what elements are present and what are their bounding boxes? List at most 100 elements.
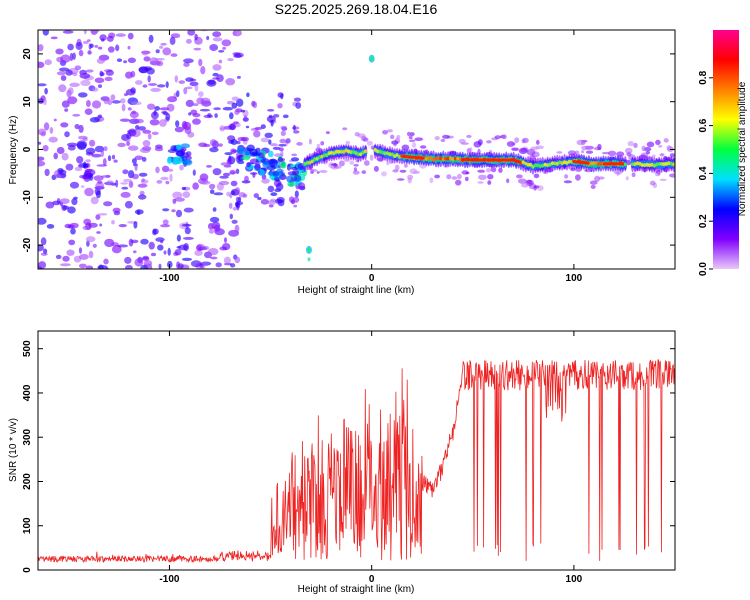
noise-blob xyxy=(209,147,219,153)
halo-blob xyxy=(354,132,360,137)
noise-blob xyxy=(150,87,162,92)
noise-blob xyxy=(216,74,224,82)
ridge-band xyxy=(378,149,382,154)
y-tick-label: 500 xyxy=(22,340,33,357)
signal-blob xyxy=(277,157,284,162)
halo-blob xyxy=(455,179,462,186)
noise-blob xyxy=(223,165,232,168)
noise-blob xyxy=(65,163,74,171)
noise-blob xyxy=(234,256,241,264)
noise-blob xyxy=(177,263,184,269)
noise-blob xyxy=(112,207,121,213)
ridge-band xyxy=(390,152,394,157)
noise-blob xyxy=(296,142,303,146)
noise-blob xyxy=(266,115,276,123)
signal-blob xyxy=(274,177,280,182)
isolated-feature xyxy=(307,257,311,262)
noise-blob xyxy=(275,183,284,191)
noise-blob xyxy=(226,158,232,166)
noise-blob xyxy=(38,83,47,87)
noise-blob xyxy=(50,36,58,40)
noise-blob xyxy=(121,186,129,190)
noise-blob xyxy=(198,58,203,67)
ridge-band xyxy=(359,152,363,157)
ridge-band xyxy=(550,161,555,166)
ridge-band xyxy=(337,149,341,154)
noise-blob xyxy=(56,146,65,155)
noise-blob xyxy=(133,250,137,254)
noise-blob xyxy=(131,173,139,180)
ridge-band xyxy=(456,156,460,161)
noise-blob xyxy=(92,243,97,248)
halo-blob xyxy=(486,140,492,144)
noise-blob xyxy=(161,165,170,173)
noise-blob xyxy=(155,237,165,242)
noise-blob xyxy=(234,187,241,195)
halo-blob xyxy=(369,154,374,161)
noise-blob xyxy=(169,36,176,45)
halo-blob xyxy=(434,136,440,141)
noise-blob xyxy=(124,256,132,264)
noise-blob xyxy=(254,126,263,130)
noise-blob xyxy=(165,81,169,88)
noise-blob xyxy=(282,114,289,119)
noise-blob xyxy=(183,58,194,64)
halo-blob xyxy=(408,135,413,140)
halo-blob xyxy=(411,142,417,148)
noise-blob xyxy=(229,213,233,220)
halo-blob xyxy=(477,169,486,173)
ridge-band xyxy=(315,156,319,161)
noise-blob xyxy=(103,258,109,265)
noise-blob xyxy=(295,102,302,109)
noise-blob xyxy=(53,118,57,122)
noise-blob xyxy=(162,208,170,212)
ridge-band xyxy=(526,162,530,167)
signal-blob xyxy=(292,169,300,176)
ridge-peak xyxy=(420,156,424,160)
noise-blob xyxy=(120,98,126,104)
noise-blob xyxy=(223,256,231,265)
noise-blob xyxy=(212,31,222,38)
spectrogram-y-axis-label: Frequency (Hz) xyxy=(8,116,19,185)
noise-blob xyxy=(93,175,104,182)
halo-blob xyxy=(349,160,355,165)
noise-blob xyxy=(154,106,160,111)
ridge-band xyxy=(555,161,559,166)
noise-blob xyxy=(215,262,222,268)
halo-blob xyxy=(643,147,652,152)
noise-blob xyxy=(192,182,199,190)
halo-blob xyxy=(626,152,632,157)
signal-blob xyxy=(268,158,278,167)
noise-blob xyxy=(97,84,103,88)
y-tick-label: 10 xyxy=(22,96,33,108)
noise-blob xyxy=(99,34,107,41)
halo-blob xyxy=(414,137,424,141)
noise-blob xyxy=(151,131,159,135)
ridge-band xyxy=(356,152,360,157)
x-tick-label: 0 xyxy=(369,273,375,284)
ridge-band xyxy=(332,151,336,156)
noise-blob xyxy=(72,72,78,77)
colorbar-tick-label: 0.8 xyxy=(698,70,709,84)
noise-blob xyxy=(56,198,61,204)
ridge-peak xyxy=(517,160,521,164)
noise-blob xyxy=(67,144,76,151)
noise-blob xyxy=(97,114,103,119)
signal-blob xyxy=(259,169,266,176)
noise-blob xyxy=(206,36,210,40)
noise-blob xyxy=(157,244,164,251)
halo-blob xyxy=(581,150,585,154)
noise-blob xyxy=(89,43,94,48)
noise-blob xyxy=(160,176,169,181)
noise-blob xyxy=(198,91,204,97)
noise-blob xyxy=(231,219,238,224)
halo-blob xyxy=(522,137,529,144)
halo-blob xyxy=(386,162,390,166)
signal-blob xyxy=(237,160,245,165)
noise-blob xyxy=(203,143,211,148)
halo-blob xyxy=(429,177,434,184)
noise-blob xyxy=(103,98,109,105)
signal-blob xyxy=(167,158,172,164)
noise-blob xyxy=(124,200,133,209)
